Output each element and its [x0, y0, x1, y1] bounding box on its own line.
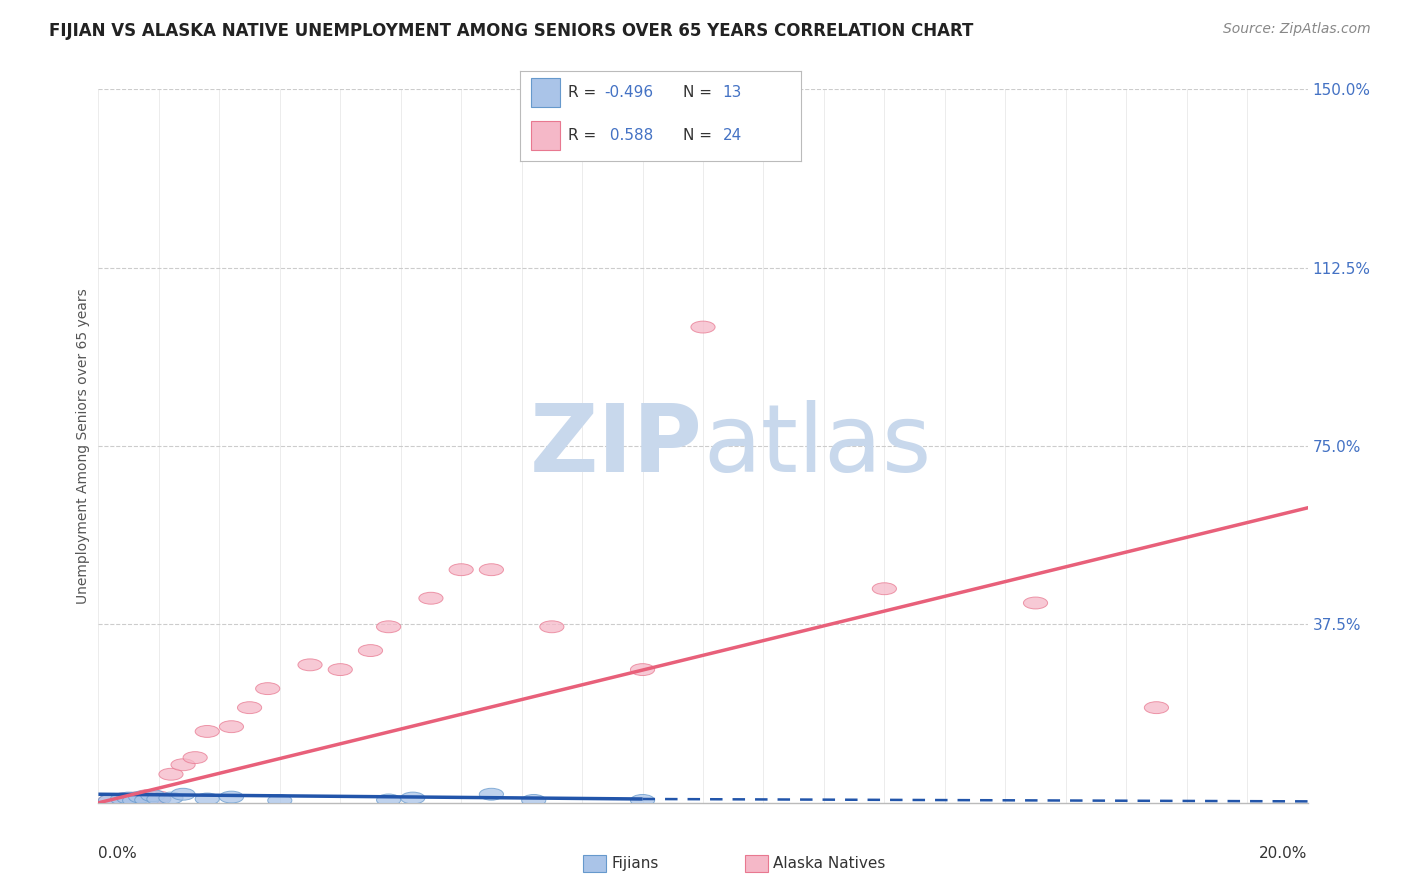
Ellipse shape	[129, 791, 153, 803]
Text: N =: N =	[683, 128, 717, 143]
Ellipse shape	[219, 791, 243, 803]
Ellipse shape	[377, 794, 401, 805]
Text: Fijians: Fijians	[612, 856, 659, 871]
Ellipse shape	[479, 789, 503, 800]
Ellipse shape	[449, 564, 474, 575]
Ellipse shape	[111, 793, 135, 805]
Ellipse shape	[219, 721, 243, 732]
Ellipse shape	[1144, 702, 1168, 714]
Ellipse shape	[359, 645, 382, 657]
Ellipse shape	[98, 795, 122, 806]
Text: R =: R =	[568, 128, 602, 143]
Ellipse shape	[172, 759, 195, 771]
Ellipse shape	[195, 793, 219, 805]
Ellipse shape	[401, 792, 425, 804]
Ellipse shape	[630, 795, 655, 806]
Text: 0.0%: 0.0%	[98, 846, 138, 861]
Bar	[531, 121, 560, 150]
Ellipse shape	[377, 621, 401, 632]
Text: Alaska Natives: Alaska Natives	[773, 856, 886, 871]
Ellipse shape	[146, 793, 172, 805]
Ellipse shape	[298, 659, 322, 671]
Text: -0.496: -0.496	[605, 86, 654, 100]
Ellipse shape	[540, 621, 564, 632]
Ellipse shape	[522, 795, 546, 806]
Ellipse shape	[159, 768, 183, 780]
Ellipse shape	[122, 792, 146, 804]
Ellipse shape	[122, 795, 146, 806]
Text: ZIP: ZIP	[530, 400, 703, 492]
Text: R =: R =	[568, 86, 602, 100]
Ellipse shape	[419, 592, 443, 604]
Text: FIJIAN VS ALASKA NATIVE UNEMPLOYMENT AMONG SENIORS OVER 65 YEARS CORRELATION CHA: FIJIAN VS ALASKA NATIVE UNEMPLOYMENT AMO…	[49, 22, 973, 40]
Ellipse shape	[238, 702, 262, 714]
Ellipse shape	[328, 664, 353, 675]
Text: 0.588: 0.588	[605, 128, 652, 143]
Ellipse shape	[872, 582, 897, 595]
Ellipse shape	[630, 664, 655, 675]
Ellipse shape	[98, 795, 122, 806]
Text: Source: ZipAtlas.com: Source: ZipAtlas.com	[1223, 22, 1371, 37]
Text: N =: N =	[683, 86, 717, 100]
Bar	[531, 78, 560, 107]
Ellipse shape	[172, 789, 195, 800]
Ellipse shape	[135, 794, 159, 805]
Ellipse shape	[159, 792, 183, 804]
Ellipse shape	[111, 793, 135, 805]
Ellipse shape	[479, 564, 503, 575]
Ellipse shape	[117, 792, 141, 804]
Ellipse shape	[146, 791, 172, 803]
Text: 20.0%: 20.0%	[1260, 846, 1308, 861]
Ellipse shape	[183, 752, 207, 764]
Ellipse shape	[141, 789, 165, 802]
Text: atlas: atlas	[703, 400, 931, 492]
Ellipse shape	[256, 682, 280, 695]
Ellipse shape	[135, 789, 159, 802]
Ellipse shape	[690, 321, 716, 333]
Ellipse shape	[195, 725, 219, 738]
Y-axis label: Unemployment Among Seniors over 65 years: Unemployment Among Seniors over 65 years	[76, 288, 90, 604]
Ellipse shape	[267, 795, 292, 806]
Text: 24: 24	[723, 128, 742, 143]
Ellipse shape	[1024, 597, 1047, 609]
Text: 13: 13	[723, 86, 742, 100]
